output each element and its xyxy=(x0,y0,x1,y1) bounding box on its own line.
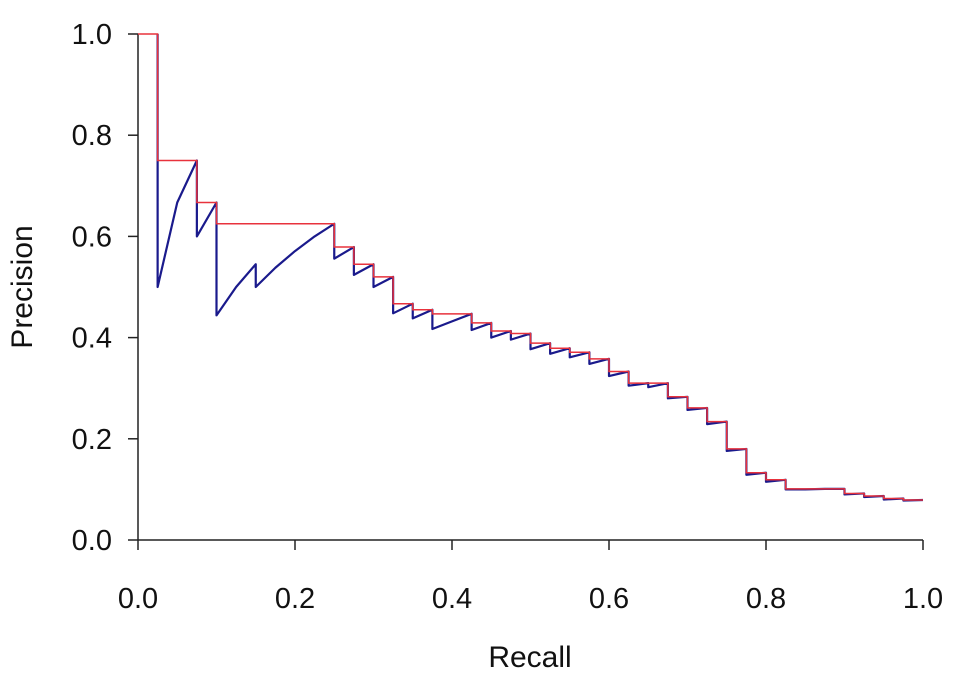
tick-labels: 0.0 0.2 0.4 0.6 0.8 1.0 0.0 0.2 0.4 0.6 0.8 1.0 xyxy=(72,19,943,615)
x-tick-label: 0.2 xyxy=(275,583,315,615)
y-tick-label: 0.8 xyxy=(72,120,112,152)
y-tick-label: 0.2 xyxy=(72,424,112,456)
x-axis-title: Recall xyxy=(488,641,571,674)
x-tick-label: 0.4 xyxy=(432,583,472,615)
y-tick-label: 0.4 xyxy=(72,323,112,355)
y-axis-title: Precision xyxy=(6,225,39,348)
x-tick-label: 0.8 xyxy=(746,583,786,615)
x-tick-label: 1.0 xyxy=(903,583,943,615)
series-group xyxy=(138,33,924,502)
axes xyxy=(128,33,924,550)
series-line-raw-precision xyxy=(156,34,924,502)
x-tick-label: 0.6 xyxy=(589,583,629,615)
x-tick-label: 0.0 xyxy=(118,583,158,615)
y-tick-label: 1.0 xyxy=(72,19,112,51)
series-line-interpolated-precision xyxy=(138,33,923,501)
y-tick-label: 0.6 xyxy=(72,221,112,253)
y-tick-label: 0.0 xyxy=(72,525,112,557)
